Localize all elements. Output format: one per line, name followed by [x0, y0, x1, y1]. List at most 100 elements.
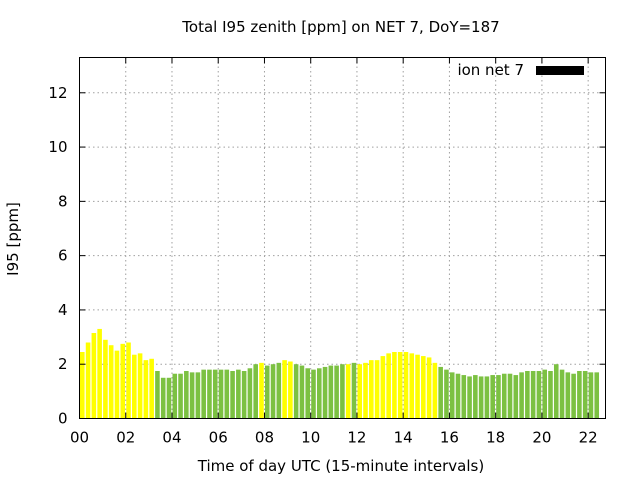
- bar: [137, 353, 143, 419]
- plot-frame: [79, 57, 606, 419]
- bar: [490, 375, 495, 419]
- bar: [553, 364, 559, 419]
- bar: [455, 373, 461, 419]
- bar: [559, 369, 565, 419]
- bar: [207, 369, 212, 419]
- x-tick-label: 18: [486, 429, 505, 447]
- bar: [386, 353, 391, 419]
- bar: [340, 364, 345, 419]
- bar: [507, 373, 513, 419]
- bar: [588, 372, 594, 419]
- bar: [126, 342, 131, 419]
- bar: [582, 371, 588, 419]
- bar: [478, 376, 484, 419]
- x-tick-label: 02: [116, 429, 135, 447]
- bar: [299, 365, 305, 419]
- bar: [276, 362, 282, 419]
- bar: [380, 356, 386, 419]
- bar: [363, 362, 368, 419]
- bar: [536, 371, 542, 419]
- y-tick-label: 12: [48, 84, 67, 102]
- bar: [530, 371, 536, 419]
- y-axis: 0 2 4 6 8 10 12: [48, 84, 606, 428]
- bar: [501, 373, 507, 419]
- bar: [253, 364, 258, 419]
- bar: [97, 328, 102, 419]
- bar: [241, 371, 247, 419]
- bar: [270, 364, 276, 419]
- bar: [149, 358, 154, 419]
- bar: [415, 354, 420, 419]
- bar: [484, 376, 490, 419]
- bar: [282, 360, 287, 419]
- bar: [392, 352, 397, 419]
- x-tick-label: 20: [532, 429, 551, 447]
- bar: [189, 372, 195, 419]
- x-tick-label: 22: [579, 429, 598, 447]
- x-tick-label: 10: [301, 429, 320, 447]
- bar: [166, 377, 172, 419]
- y-tick-label: 8: [58, 192, 68, 210]
- bar: [467, 376, 472, 419]
- bar: [322, 366, 328, 419]
- bars: [80, 328, 600, 419]
- x-tick-label: 12: [347, 429, 366, 447]
- x-tick-label: 16: [440, 429, 459, 447]
- bar: [473, 375, 478, 419]
- bar: [114, 350, 120, 419]
- bar: [426, 357, 432, 419]
- bar: [369, 360, 374, 419]
- x-tick-label: 04: [162, 429, 181, 447]
- bar: [571, 373, 576, 419]
- x-tick-label: 08: [255, 429, 274, 447]
- y-tick-label: 6: [58, 247, 68, 265]
- bar: [201, 369, 206, 419]
- legend: ion net 7: [457, 61, 584, 79]
- bar: [230, 371, 235, 419]
- bar: [409, 353, 415, 419]
- bar: [577, 371, 582, 419]
- bar: [160, 377, 166, 419]
- bar: [288, 361, 293, 419]
- bar: [311, 369, 316, 419]
- bar: [236, 369, 241, 419]
- bar: [334, 365, 339, 419]
- y-tick-label: 0: [58, 410, 68, 428]
- bar: [184, 371, 189, 419]
- bar: [438, 366, 443, 419]
- bar: [305, 368, 311, 419]
- chart-title: Total I95 zenith [ppm] on NET 7, DoY=187: [181, 18, 499, 36]
- bar: [212, 369, 218, 419]
- bar: [449, 372, 455, 419]
- bar: [519, 372, 524, 419]
- bar: [374, 360, 380, 419]
- bar: [172, 373, 178, 419]
- x-tick-label: 00: [70, 429, 89, 447]
- x-tick-label: 14: [394, 429, 413, 447]
- bar: [444, 369, 449, 419]
- bar: [132, 354, 137, 419]
- bar: [218, 369, 224, 419]
- bar: [432, 362, 438, 419]
- bar: [403, 352, 409, 419]
- x-tick-label: 06: [209, 429, 228, 447]
- bar: [80, 352, 85, 419]
- bar: [513, 375, 519, 419]
- bar: [357, 364, 363, 419]
- y-axis-label: I95 [ppm]: [4, 202, 22, 276]
- bar: [224, 369, 230, 419]
- bar: [565, 372, 571, 419]
- bar: [594, 372, 600, 419]
- bar: [143, 360, 149, 419]
- bar: [548, 371, 553, 419]
- bar: [259, 362, 264, 419]
- bar: [461, 375, 467, 419]
- x-axis-label: Time of day UTC (15-minute intervals): [197, 457, 484, 475]
- bar: [496, 375, 501, 419]
- bar: [397, 352, 403, 419]
- bar: [264, 365, 270, 419]
- legend-label: ion net 7: [457, 61, 524, 79]
- y-tick-label: 4: [58, 301, 68, 319]
- legend-swatch: [536, 66, 584, 75]
